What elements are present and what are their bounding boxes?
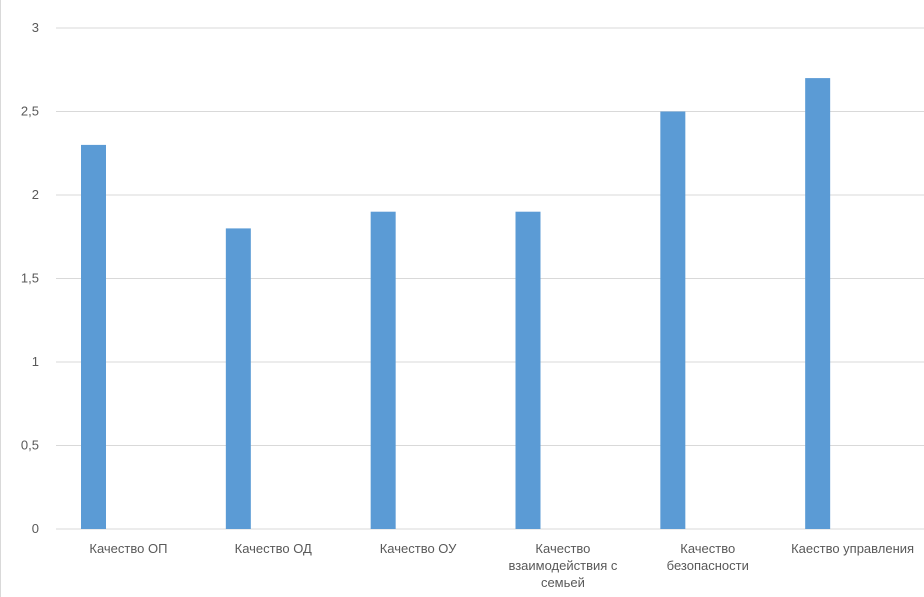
x-category-label-line: Качество ОД bbox=[235, 541, 312, 556]
bar bbox=[660, 111, 686, 529]
y-tick-label: 1 bbox=[32, 354, 39, 369]
x-axis-labels: Качество ОП Качество ОД Качество ОУ Качеств… bbox=[89, 541, 914, 590]
x-category-label-line: Качество bbox=[535, 541, 590, 556]
x-category-label: Качество ОП bbox=[89, 541, 167, 556]
bar bbox=[370, 211, 396, 529]
bars bbox=[81, 78, 831, 529]
x-category-label: Каество управления bbox=[791, 541, 914, 556]
gridlines bbox=[56, 27, 924, 530]
x-category-label-line: Качество ОУ bbox=[380, 541, 457, 556]
bar bbox=[225, 228, 251, 529]
y-tick-label: 0,5 bbox=[21, 438, 39, 453]
x-category-label: Качество безопасности bbox=[667, 541, 749, 573]
x-category-label: Качество ОД bbox=[235, 541, 312, 556]
y-tick-label: 3 bbox=[32, 20, 39, 35]
x-category-label-line: семьей bbox=[541, 575, 585, 590]
x-category-label: Качество ОУ bbox=[380, 541, 457, 556]
y-tick-label: 2,5 bbox=[21, 104, 39, 119]
x-category-label-line: Каество управления bbox=[791, 541, 914, 556]
bar bbox=[515, 211, 541, 529]
bar bbox=[805, 78, 831, 529]
y-tick-label: 2 bbox=[32, 187, 39, 202]
y-axis-ticks: 0 0,5 1 1,5 2 2,5 3 bbox=[21, 20, 39, 536]
y-tick-label: 0 bbox=[32, 521, 39, 536]
x-category-label: Качество взаимодействия с семьей bbox=[508, 541, 617, 590]
x-category-label-line: безопасности bbox=[667, 558, 749, 573]
x-category-label-line: Качество ОП bbox=[89, 541, 167, 556]
y-tick-label: 1,5 bbox=[21, 271, 39, 286]
x-category-label-line: Качество bbox=[680, 541, 735, 556]
bar bbox=[81, 144, 106, 529]
x-category-label-line: взаимодействия с bbox=[508, 558, 617, 573]
